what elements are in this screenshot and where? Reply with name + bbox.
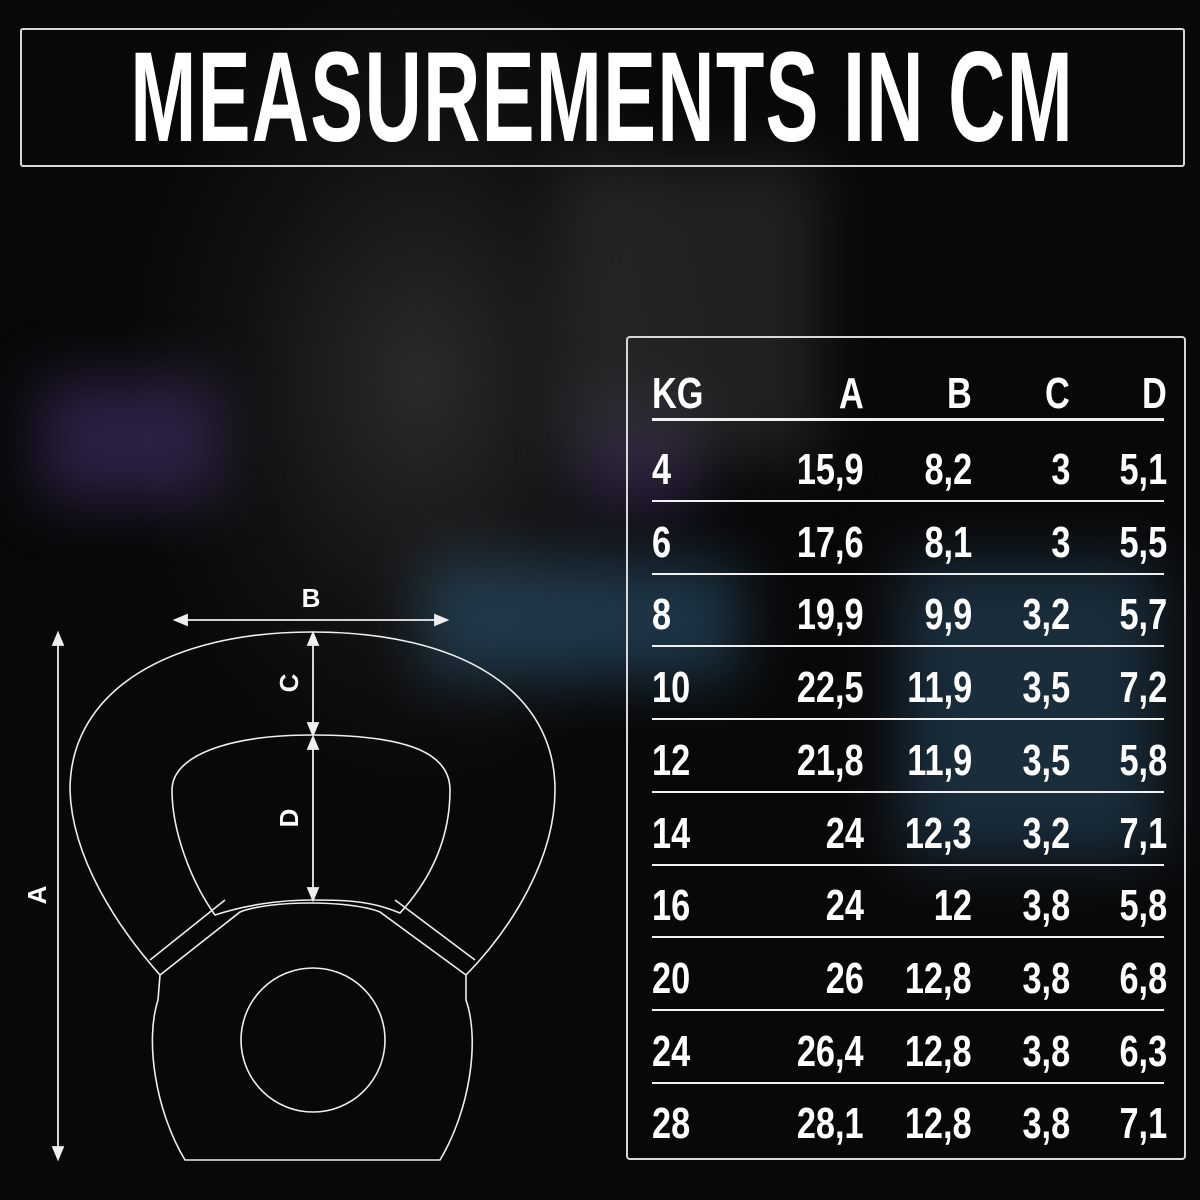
header-b: B	[947, 369, 972, 418]
header-c: C	[1045, 369, 1070, 418]
dimension-label-c: C	[274, 673, 304, 692]
row-9-b: 12,8	[905, 1099, 972, 1149]
row-6-b: 12	[933, 881, 972, 931]
row-6-d: 5,8	[1119, 881, 1167, 931]
row-6-c: 3,8	[1022, 881, 1070, 931]
row-4-d: 5,8	[1119, 735, 1167, 785]
row-1-d: 5,5	[1119, 517, 1167, 567]
row-3-kg: 10	[652, 663, 691, 713]
row-2-a: 19,9	[797, 590, 864, 640]
row-7-a: 26	[825, 953, 864, 1003]
row-8-d: 6,3	[1119, 1026, 1167, 1076]
row-0-c: 3	[1050, 445, 1070, 494]
kettlebell-bottom-circle	[240, 967, 386, 1113]
row-3-b: 11,9	[907, 663, 972, 713]
row-7-d: 6,8	[1119, 953, 1167, 1003]
row-2-kg: 8	[652, 590, 672, 640]
kettlebell-handle-window	[171, 734, 451, 916]
row-4-c: 3,5	[1022, 735, 1070, 785]
row-1-kg: 6	[652, 517, 672, 567]
row-4-b: 11,9	[907, 735, 972, 785]
row-1-a: 17,6	[797, 517, 864, 567]
title-banner: MEASUREMENTS IN CM	[20, 28, 1185, 167]
row-7-b: 12,8	[905, 953, 972, 1003]
row-0-a: 15,9	[797, 445, 864, 494]
row-3-a: 22,5	[797, 663, 864, 713]
row-3-d: 7,2	[1119, 663, 1167, 713]
row-8-c: 3,8	[1022, 1026, 1070, 1076]
row-8-a: 26,4	[797, 1026, 864, 1076]
header-kg: KG	[652, 369, 704, 418]
row-divider	[652, 645, 1164, 648]
row-4-a: 21,8	[797, 735, 864, 785]
row-1-b: 8,1	[924, 517, 972, 567]
row-divider	[652, 1008, 1164, 1011]
row-0-d: 5,1	[1119, 445, 1167, 494]
row-6-a: 24	[825, 881, 864, 931]
kettlebell-body-top	[159, 902, 467, 976]
row-divider	[652, 500, 1164, 502]
row-divider	[652, 718, 1164, 721]
row-3-c: 3,5	[1022, 663, 1070, 713]
row-8-kg: 24	[652, 1026, 691, 1076]
row-8-b: 12,8	[905, 1026, 972, 1076]
header-d: D	[1142, 369, 1167, 418]
row-2-d: 5,7	[1119, 590, 1167, 640]
row-9-c: 3,8	[1022, 1099, 1070, 1149]
row-7-kg: 20	[652, 953, 691, 1003]
row-5-a: 24	[825, 808, 864, 858]
page-title: MEASUREMENTS IN CM	[130, 28, 1075, 167]
row-divider	[652, 572, 1164, 575]
row-9-d: 7,1	[1119, 1099, 1167, 1149]
row-1-c: 3	[1050, 517, 1070, 567]
row-5-b: 12,3	[905, 808, 972, 858]
row-divider	[652, 790, 1164, 793]
measurements-table: KG A B C D 4 15,9 8,2 3 5,1 6 17,6 8,1 3 5,5 8 19,9 9,9 3,…	[626, 336, 1186, 1160]
row-4-kg: 12	[652, 735, 691, 785]
row-6-kg: 16	[652, 881, 691, 931]
row-5-c: 3,2	[1022, 808, 1070, 858]
row-5-kg: 14	[652, 808, 691, 858]
header-divider	[652, 418, 1164, 421]
row-2-b: 9,9	[924, 590, 972, 640]
row-7-c: 3,8	[1022, 953, 1070, 1003]
row-divider	[652, 936, 1164, 939]
header-a: A	[839, 369, 864, 418]
row-divider	[652, 863, 1164, 866]
dimension-label-d: D	[274, 809, 304, 828]
row-9-kg: 28	[652, 1099, 691, 1149]
dimension-label-b: B	[302, 583, 321, 613]
row-0-b: 8,2	[924, 445, 972, 494]
row-9-a: 28,1	[797, 1099, 864, 1149]
kettlebell-outline	[69, 631, 556, 1161]
row-5-d: 7,1	[1119, 808, 1167, 858]
row-divider	[652, 1081, 1164, 1084]
row-2-c: 3,2	[1022, 590, 1070, 640]
row-0-kg: 4	[652, 445, 672, 494]
dimension-label-a: A	[22, 885, 52, 904]
